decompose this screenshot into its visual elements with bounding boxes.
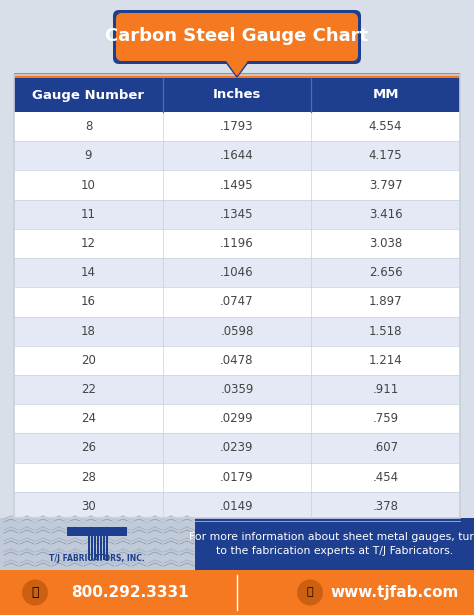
Text: 3.038: 3.038 (369, 237, 402, 250)
Circle shape (297, 579, 323, 606)
Text: 800.292.3331: 800.292.3331 (71, 585, 189, 600)
Text: .911: .911 (373, 383, 399, 396)
Text: .0359: .0359 (220, 383, 254, 396)
Text: .1046: .1046 (220, 266, 254, 279)
Bar (195, 518, 474, 570)
Bar (14, 112, 460, 141)
Bar (0, 570, 474, 615)
Text: .0747: .0747 (220, 295, 254, 308)
Bar (14, 170, 460, 200)
Circle shape (22, 579, 48, 606)
FancyBboxPatch shape (116, 13, 358, 61)
Text: 12: 12 (81, 237, 96, 250)
Text: .1793: .1793 (220, 120, 254, 133)
Text: .454: .454 (373, 470, 399, 483)
Text: 4.554: 4.554 (369, 120, 402, 133)
Bar (14, 141, 460, 170)
Text: .1644: .1644 (220, 149, 254, 162)
Bar (14, 73, 460, 78)
Bar (14, 404, 460, 434)
Bar (14, 258, 460, 287)
Text: .0478: .0478 (220, 354, 254, 367)
Text: .607: .607 (373, 442, 399, 454)
Text: 18: 18 (81, 325, 96, 338)
Text: MM: MM (372, 89, 399, 101)
Text: 8: 8 (85, 120, 92, 133)
Bar (97, 535, 99, 560)
Bar (67, 527, 127, 536)
Text: 4.175: 4.175 (369, 149, 402, 162)
Bar (106, 535, 108, 560)
Bar (14, 375, 460, 404)
Text: 3.797: 3.797 (369, 178, 402, 191)
Bar (100, 535, 102, 560)
Text: .0179: .0179 (220, 470, 254, 483)
Text: .1495: .1495 (220, 178, 254, 191)
Text: .1196: .1196 (220, 237, 254, 250)
Text: T/J FABRICATORS, INC.: T/J FABRICATORS, INC. (49, 554, 145, 563)
Text: 1.518: 1.518 (369, 325, 402, 338)
Text: 9: 9 (85, 149, 92, 162)
Text: .0598: .0598 (220, 325, 254, 338)
Bar (14, 287, 460, 317)
Bar (0, 518, 195, 570)
Text: 24: 24 (81, 412, 96, 425)
Text: 30: 30 (81, 500, 96, 513)
Text: 28: 28 (81, 470, 96, 483)
Text: .0239: .0239 (220, 442, 254, 454)
Bar (14, 229, 460, 258)
Text: 26: 26 (81, 442, 96, 454)
Text: 2.656: 2.656 (369, 266, 402, 279)
Polygon shape (227, 61, 247, 75)
Bar (91, 535, 93, 560)
Text: Carbon Steel Gauge Chart: Carbon Steel Gauge Chart (105, 27, 369, 45)
Text: .0149: .0149 (220, 500, 254, 513)
Bar (94, 535, 96, 560)
Text: Gauge Number: Gauge Number (33, 89, 145, 101)
Bar (14, 462, 460, 492)
Bar (14, 78, 460, 112)
Text: 22: 22 (81, 383, 96, 396)
Text: 16: 16 (81, 295, 96, 308)
Text: 🖥: 🖥 (307, 587, 313, 598)
Text: 📞: 📞 (31, 586, 39, 599)
Text: 1.214: 1.214 (369, 354, 402, 367)
Text: 11: 11 (81, 208, 96, 221)
Text: .759: .759 (373, 412, 399, 425)
Bar (14, 200, 460, 229)
Text: Inches: Inches (213, 89, 261, 101)
Bar (103, 535, 105, 560)
Bar (14, 434, 460, 462)
Text: 1.897: 1.897 (369, 295, 402, 308)
Text: 3.416: 3.416 (369, 208, 402, 221)
Polygon shape (225, 61, 249, 77)
Text: www.tjfab.com: www.tjfab.com (331, 585, 459, 600)
FancyBboxPatch shape (113, 10, 361, 64)
Text: For more information about sheet metal gauges, turn
to the fabrication experts a: For more information about sheet metal g… (189, 531, 474, 557)
Text: .378: .378 (373, 500, 399, 513)
Text: 20: 20 (81, 354, 96, 367)
Text: .0299: .0299 (220, 412, 254, 425)
Text: 14: 14 (81, 266, 96, 279)
Bar (14, 346, 460, 375)
Bar (14, 75, 460, 518)
Bar (14, 317, 460, 346)
Text: 10: 10 (81, 178, 96, 191)
Bar (14, 492, 460, 521)
Bar (88, 535, 90, 560)
Text: .1345: .1345 (220, 208, 254, 221)
